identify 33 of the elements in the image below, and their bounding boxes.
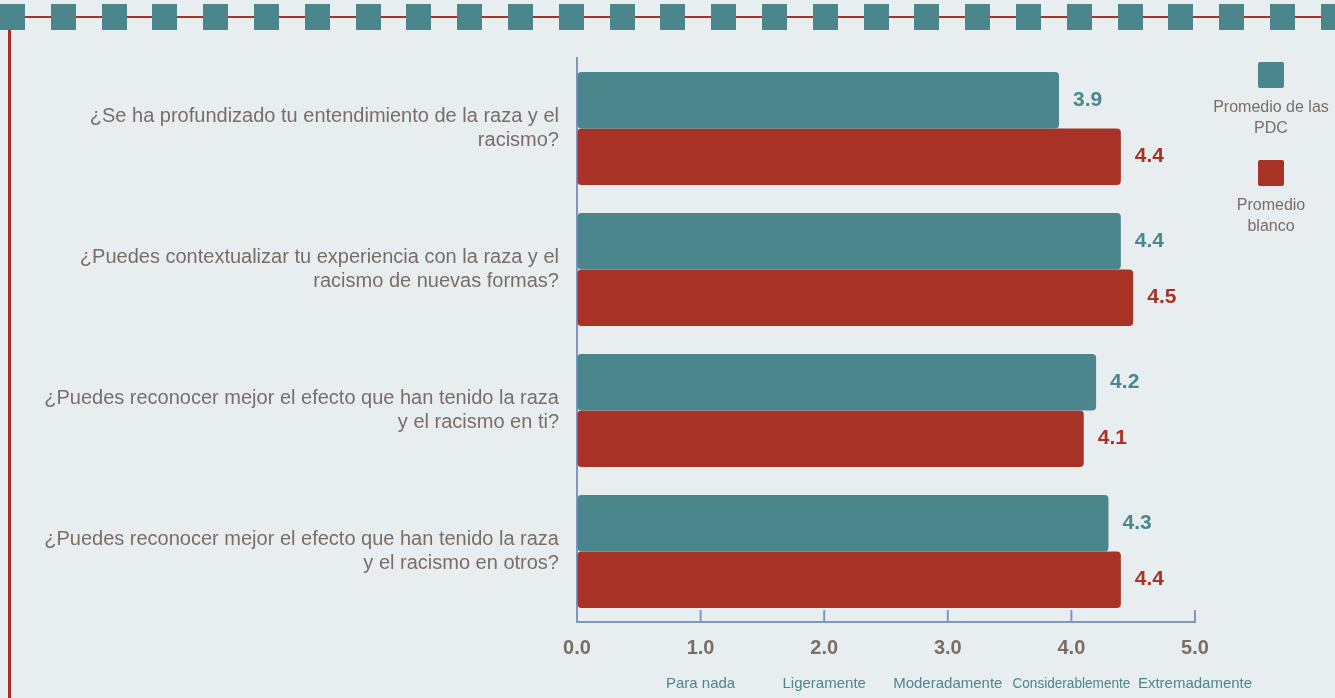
data-label: 4.1 <box>1097 425 1128 449</box>
bar <box>577 213 1121 270</box>
y-tick-label: ¿Puedes reconocer mejor el efecto que han tenido la raza y el racismo en otros? <box>44 527 560 574</box>
bar <box>577 72 1060 129</box>
text: Moderadamente <box>893 673 1003 691</box>
bar <box>577 495 1109 552</box>
data-label: 4.4 <box>1134 228 1165 252</box>
x-tick-label: 4.0 <box>1057 635 1086 658</box>
y-tick-label: ¿Puedes reconocer mejor el efecto que han tenido la raza y el racismo en ti? <box>44 386 560 433</box>
bar <box>577 128 1121 185</box>
text: Considerablemente <box>1012 674 1131 691</box>
data-label: 4.2 <box>1110 369 1140 393</box>
text: Para nada <box>665 673 736 691</box>
x-tick-label: 2.0 <box>810 635 839 658</box>
legend-label: Promedio de las PDC <box>1212 97 1330 138</box>
bar <box>577 551 1121 608</box>
data-label: 4.3 <box>1122 510 1152 534</box>
x-tick-label: 1.0 <box>686 635 715 658</box>
x-tick-label: 3.0 <box>933 635 962 658</box>
text: Ligeramente <box>782 673 866 691</box>
data-label: 4.5 <box>1147 284 1177 308</box>
x-tick-label: 5.0 <box>1181 635 1209 658</box>
y-tick-label: ¿Puedes contextualizar tu experiencia con la raza y el racismo de nuevas formas? <box>79 245 559 292</box>
bar <box>577 354 1097 411</box>
data-label: 3.9 <box>1073 87 1103 111</box>
y-tick-label: ¿Se ha profundizado tu entendimiento de la raza y el racismo? <box>89 104 559 151</box>
x-tick-label: 0.0 <box>563 635 591 658</box>
text: Extremadamente <box>1137 673 1253 691</box>
bar <box>577 269 1134 326</box>
bar <box>577 410 1084 467</box>
legend-label: Promedio blanco <box>1235 195 1307 236</box>
data-label: 4.4 <box>1134 566 1165 590</box>
data-label: 4.4 <box>1134 143 1165 167</box>
